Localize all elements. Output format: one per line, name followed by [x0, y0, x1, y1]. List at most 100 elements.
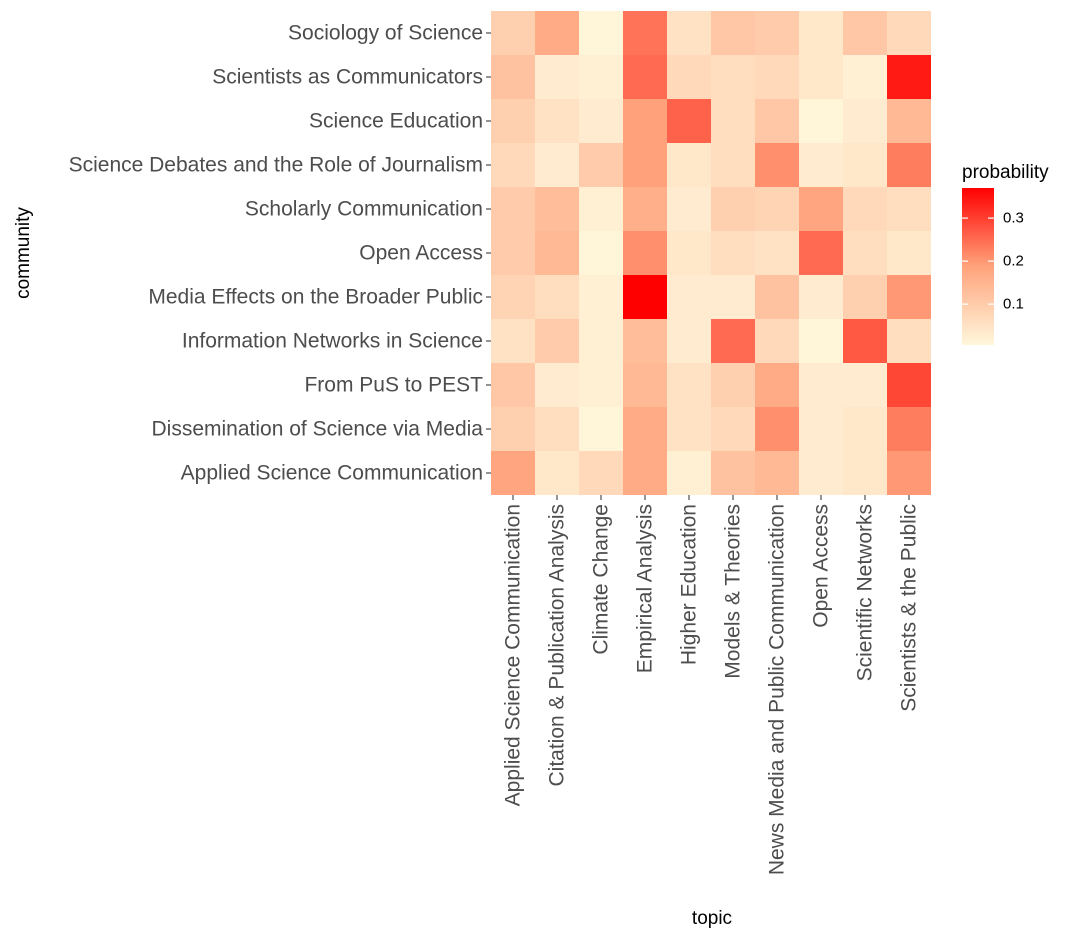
y-tick-label: Scientists as Communicators [212, 66, 483, 89]
heatmap-cell [843, 319, 887, 363]
y-tick-label: Scholarly Communication [245, 198, 483, 221]
heatmap-cell [887, 275, 931, 319]
heatmap-cell [843, 187, 887, 231]
heatmap-cell [843, 363, 887, 407]
heatmap-cell [579, 407, 623, 451]
legend-tick-label: 0.1 [1003, 296, 1024, 313]
x-tick-label: Higher Education [678, 504, 701, 665]
heatmap-cell [667, 231, 711, 275]
heatmap-cell [887, 319, 931, 363]
heatmap-cell [799, 187, 843, 231]
heatmap-cell [535, 407, 579, 451]
heatmap-cell [579, 143, 623, 187]
heatmap-cell [623, 231, 667, 275]
heatmap-cell [535, 55, 579, 99]
heatmap-cell [667, 99, 711, 143]
legend-tick-label: 0.3 [1003, 210, 1024, 227]
heatmap-cell [843, 55, 887, 99]
x-tick-label: Applied Science Communication [502, 504, 525, 806]
heatmap-cell [711, 187, 755, 231]
heatmap-cell [799, 11, 843, 55]
heatmap-cell [535, 363, 579, 407]
heatmap-cell [799, 231, 843, 275]
heatmap-cell [755, 187, 799, 231]
heatmap-cell [755, 319, 799, 363]
heatmap-cell [535, 11, 579, 55]
y-tick-label: Information Networks in Science [182, 330, 483, 353]
heatmap-cell [711, 99, 755, 143]
heatmap-cell [755, 99, 799, 143]
heatmap-cells [491, 11, 931, 495]
heatmap-cell [535, 231, 579, 275]
heatmap-cell [535, 99, 579, 143]
heatmap-cell [843, 451, 887, 495]
heatmap-cell [843, 99, 887, 143]
heatmap-cell [799, 407, 843, 451]
heatmap-cell [491, 451, 535, 495]
heatmap-cell [535, 451, 579, 495]
x-tick-label: Scientists & the Public [898, 504, 921, 712]
y-tick-label: Open Access [359, 242, 483, 265]
heatmap-cell [755, 451, 799, 495]
heatmap-cell [799, 319, 843, 363]
y-tick-label: Science Debates and the Role of Journali… [69, 154, 483, 177]
heatmap-cell [667, 55, 711, 99]
x-tick-label: Scientific Networks [854, 504, 877, 681]
heatmap-cell [667, 187, 711, 231]
heatmap-cell [667, 143, 711, 187]
heatmap-cell [491, 319, 535, 363]
heatmap-cell [887, 451, 931, 495]
legend: probability 0.1 0.2 0.3 [962, 162, 1049, 345]
heatmap-cell [843, 275, 887, 319]
heatmap-cell [755, 363, 799, 407]
heatmap-cell [887, 407, 931, 451]
heatmap-cell [755, 231, 799, 275]
y-tick-label: Media Effects on the Broader Public [148, 286, 483, 309]
heatmap-cell [887, 187, 931, 231]
legend-colorbar [962, 188, 994, 345]
heatmap-cell [579, 275, 623, 319]
heatmap-cell [711, 363, 755, 407]
heatmap-cell [491, 407, 535, 451]
y-axis: Sociology of Science Scientists as Commun… [69, 22, 491, 485]
legend-tick-label: 0.2 [1003, 253, 1024, 270]
x-tick-label: Empirical Analysis [634, 504, 657, 673]
heatmap-cell [799, 143, 843, 187]
heatmap-cell [755, 55, 799, 99]
heatmap-cell [711, 451, 755, 495]
y-axis-title: community [13, 207, 34, 299]
heatmap-cell [623, 11, 667, 55]
heatmap-cell [755, 143, 799, 187]
heatmap-cell [623, 55, 667, 99]
heatmap-cell [667, 275, 711, 319]
heatmap-cell [623, 407, 667, 451]
heatmap-cell [799, 275, 843, 319]
heatmap-cell [755, 11, 799, 55]
heatmap-cell [843, 407, 887, 451]
y-tick-label: Sociology of Science [288, 22, 483, 45]
heatmap-cell [667, 407, 711, 451]
y-tick-label: From PuS to PEST [304, 374, 483, 397]
heatmap-cell [843, 231, 887, 275]
heatmap-cell [491, 231, 535, 275]
heatmap-cell [667, 319, 711, 363]
heatmap-cell [491, 275, 535, 319]
legend-ticks: 0.1 0.2 0.3 [962, 210, 1024, 313]
heatmap-cell [755, 275, 799, 319]
heatmap-cell [579, 11, 623, 55]
heatmap-cell [711, 407, 755, 451]
x-tick-label: News Media and Public Communication [766, 504, 789, 875]
legend-title: probability [962, 162, 1049, 183]
heatmap-cell [799, 363, 843, 407]
heatmap-cell [579, 363, 623, 407]
heatmap-cell [491, 363, 535, 407]
heatmap-cell [491, 55, 535, 99]
heatmap-cell [755, 407, 799, 451]
heatmap-cell [579, 55, 623, 99]
heatmap-cell [711, 143, 755, 187]
heatmap-cell [623, 99, 667, 143]
heatmap-cell [887, 11, 931, 55]
y-tick-label: Dissemination of Science via Media [152, 418, 484, 441]
heatmap-cell [623, 451, 667, 495]
